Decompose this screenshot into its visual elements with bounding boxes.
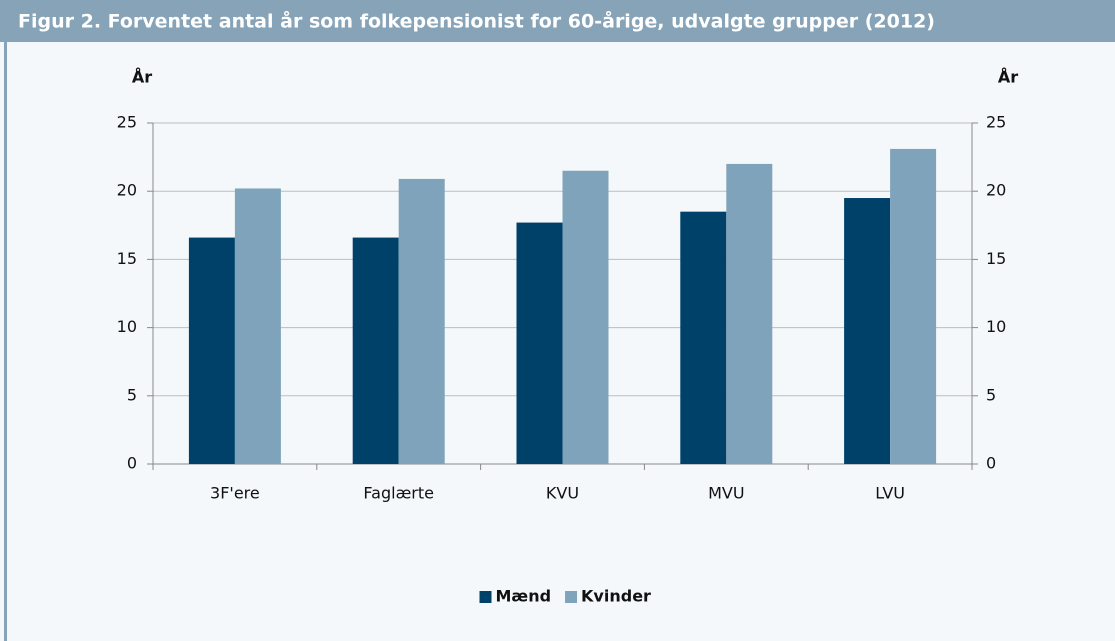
left-border [4, 42, 7, 641]
y-tick-label: 25 [117, 113, 137, 132]
x-tick-label: 3F'ere [210, 484, 260, 503]
x-tick-label: KVU [546, 484, 579, 503]
bar [844, 198, 891, 464]
x-tick-label: LVU [875, 484, 905, 503]
y2-tick-label: 0 [986, 454, 996, 473]
y2-tick-label: 20 [986, 181, 1006, 200]
legend-swatch [565, 591, 578, 603]
y-axis-label: År [132, 68, 152, 87]
bar [680, 211, 727, 464]
chart-title: Figur 2. Forventet antal år som folkepen… [18, 9, 935, 33]
legend-swatch [479, 591, 492, 603]
bar [726, 163, 773, 465]
bar [562, 170, 609, 465]
y-tick-label: 0 [127, 454, 137, 473]
x-tick-label: MVU [708, 484, 744, 503]
y2-axis-label: År [998, 68, 1018, 87]
bar [516, 222, 563, 464]
x-tick-label: Faglærte [363, 484, 434, 503]
legend-label: Kvinder [581, 587, 651, 606]
title-bar [0, 0, 1115, 42]
bar [234, 188, 281, 465]
y-tick-label: 15 [117, 249, 137, 268]
bar [890, 148, 937, 464]
y-tick-label: 10 [117, 317, 137, 336]
bar [398, 178, 445, 464]
bar [188, 237, 235, 464]
y2-tick-label: 15 [986, 249, 1006, 268]
y-tick-label: 5 [127, 385, 137, 404]
y2-tick-label: 5 [986, 385, 996, 404]
legend-label: Mænd [496, 587, 552, 606]
y-tick-label: 20 [117, 181, 137, 200]
y2-tick-label: 10 [986, 317, 1006, 336]
bar [352, 237, 399, 464]
y2-tick-label: 25 [986, 113, 1006, 132]
